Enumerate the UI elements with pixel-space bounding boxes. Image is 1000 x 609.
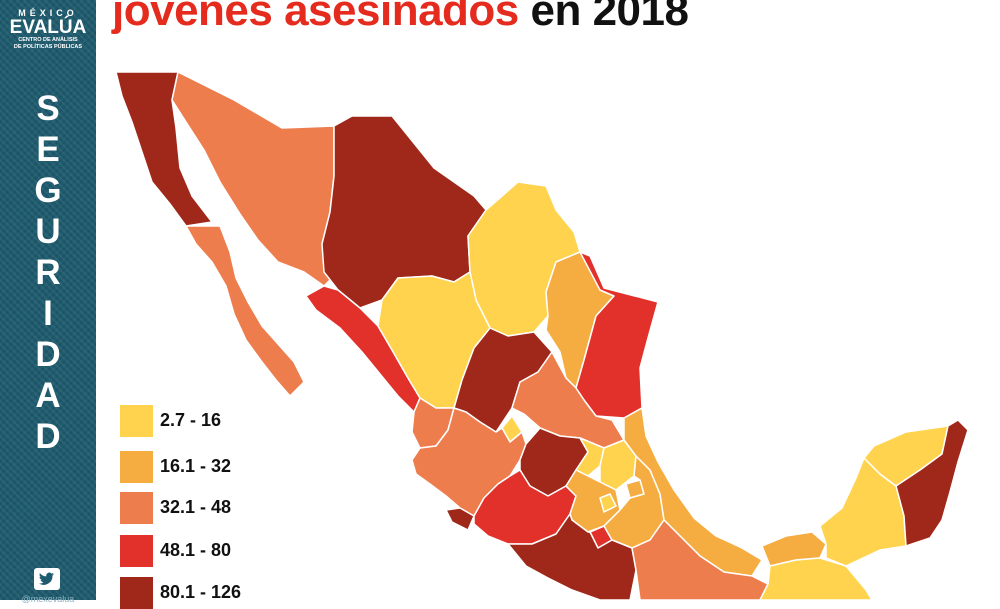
section-letter: I <box>43 294 53 333</box>
logo-subtitle-line-2: DE POLÍTICAS PÚBLICAS <box>13 44 83 50</box>
legend-label: 32.1 - 48 <box>160 497 232 517</box>
sidebar: MÉXICO EVALÚA CENTRO DE ANÁLISIS DE POLÍ… <box>0 0 96 604</box>
section-letter: R <box>35 253 61 292</box>
legend-swatch <box>120 577 153 609</box>
state-baja-california-sur[interactable] <box>185 225 305 397</box>
logo-top-text: MÉXICO <box>18 8 78 18</box>
state-oaxaca[interactable] <box>631 519 769 600</box>
state-cdmx[interactable] <box>599 493 617 513</box>
state-guerrero[interactable] <box>507 513 637 600</box>
section-letter: G <box>34 171 62 210</box>
legend-swatch <box>120 405 153 437</box>
state-chiapas[interactable] <box>759 557 873 600</box>
logo-subtitle-line-1: CENTRO DE ANÁLISIS <box>18 37 78 43</box>
section-label-seguridad: S E G U R I D A D <box>0 88 96 457</box>
legend-label: 80.1 - 126 <box>160 582 242 602</box>
legend-swatch <box>120 535 153 567</box>
title-accent: jóvenes asesinados <box>112 0 519 35</box>
section-letter: D <box>35 417 61 456</box>
twitter-handle[interactable]: @mexevalua <box>21 594 75 604</box>
state-baja-california[interactable] <box>115 71 213 227</box>
section-letter: S <box>36 89 60 128</box>
page-title: jóvenes asesinados en 2018 <box>112 0 689 36</box>
mexico-evalua-logo[interactable]: MÉXICO EVALÚA CENTRO DE ANÁLISIS DE POLÍ… <box>0 8 96 51</box>
section-letter: A <box>35 376 61 415</box>
twitter-bird-icon[interactable] <box>34 568 60 590</box>
state-sonora[interactable] <box>171 71 339 287</box>
legend-label: 16.1 - 32 <box>160 456 232 476</box>
state-colima[interactable] <box>445 507 475 531</box>
legend-swatch <box>120 451 153 483</box>
section-letter: D <box>35 335 61 374</box>
title-rest: en 2018 <box>518 0 689 35</box>
legend-label: 48.1 - 80 <box>160 540 232 560</box>
section-letter: U <box>35 212 61 251</box>
legend-swatch <box>120 492 153 524</box>
logo-main-text: EVALÚA <box>9 17 87 38</box>
state-quintana-roo[interactable] <box>895 419 969 547</box>
section-letter: E <box>36 130 60 169</box>
legend-label: 2.7 - 16 <box>160 410 222 430</box>
